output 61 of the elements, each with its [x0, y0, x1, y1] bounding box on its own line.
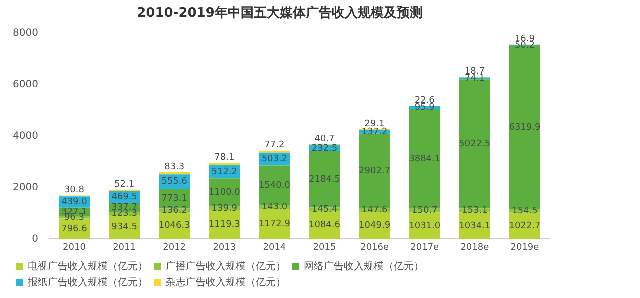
- legend-label: 网络广告收入规模（亿元）: [304, 260, 424, 273]
- data-label: 1540.0: [258, 180, 291, 191]
- x-tick-label: 2019e: [510, 242, 540, 253]
- y-tick-label: 4000: [12, 130, 38, 142]
- x-tick-label: 2016e: [360, 242, 390, 253]
- data-label: 139.9: [212, 204, 238, 214]
- y-tick-label: 2000: [12, 182, 38, 194]
- data-label: 1172.9: [258, 219, 291, 230]
- legend-label: 电视广告收入规模（亿元）: [28, 260, 148, 273]
- data-label: 77.2: [264, 140, 285, 151]
- x-tick-label: 2010: [63, 242, 86, 253]
- y-tick-label: 6000: [12, 80, 38, 91]
- x-tick-label: 2014: [263, 242, 286, 253]
- data-label: 1084.6: [309, 220, 341, 231]
- data-label: 1049.9: [359, 221, 391, 232]
- data-label: 439.0: [62, 198, 88, 208]
- data-label: 232.5: [312, 144, 338, 154]
- legend-label: 广播广告收入规模（亿元）: [166, 260, 286, 273]
- data-label: 934.5: [112, 222, 138, 233]
- x-tick-label: 2018e: [460, 242, 490, 253]
- data-label: 773.1: [162, 194, 188, 204]
- data-label: 153.1: [462, 206, 488, 216]
- data-label: 503.2: [262, 154, 288, 165]
- data-label: 50.2: [514, 41, 535, 52]
- data-label: 2902.7: [359, 166, 391, 176]
- data-label: 83.3: [164, 162, 185, 172]
- data-label: 1100.0: [208, 188, 241, 198]
- chart-title: 2010-2019年中国五大媒体广告收入规模及预测: [137, 5, 423, 22]
- legend-label: 报纸广告收入规模（亿元）: [27, 276, 148, 289]
- data-label: 2184.5: [309, 174, 340, 185]
- data-label: 30.8: [64, 186, 85, 196]
- data-label: 1046.3: [158, 221, 190, 232]
- x-tick-label: 2017e: [410, 242, 440, 253]
- data-label: 78.1: [214, 153, 235, 164]
- data-label: 469.5: [112, 192, 138, 203]
- data-label: 5022.5: [459, 139, 491, 150]
- data-label: 154.5: [512, 206, 538, 216]
- data-label: 1022.7: [509, 221, 541, 232]
- data-label: 555.6: [162, 177, 188, 188]
- data-label: 145.4: [312, 204, 338, 215]
- data-label: 1034.1: [459, 221, 491, 232]
- x-tick-label: 2012: [163, 242, 186, 253]
- y-tick-label: 8000: [12, 28, 38, 40]
- x-tick-label: 2013: [213, 242, 236, 253]
- legend-label: 杂志广告收入规模（亿元）: [166, 276, 286, 289]
- data-label: 40.7: [314, 134, 335, 144]
- data-label: 143.0: [262, 202, 288, 213]
- data-label: 147.6: [362, 206, 388, 216]
- data-label: 136.2: [162, 206, 188, 216]
- x-tick-label: 2015: [313, 242, 336, 253]
- data-label: 3884.1: [409, 154, 441, 164]
- x-tick-label: 2011: [113, 242, 136, 253]
- data-label: 52.1: [114, 180, 135, 190]
- data-label: 1119.3: [208, 220, 240, 230]
- data-label: 29.1: [364, 119, 385, 130]
- y-tick-label: 0: [32, 234, 38, 245]
- data-label: 1031.0: [409, 221, 441, 232]
- data-label: 150.7: [412, 206, 438, 216]
- data-label: 796.6: [62, 224, 88, 234]
- data-label: 512.2: [212, 167, 238, 178]
- data-label: 6319.9: [509, 123, 541, 134]
